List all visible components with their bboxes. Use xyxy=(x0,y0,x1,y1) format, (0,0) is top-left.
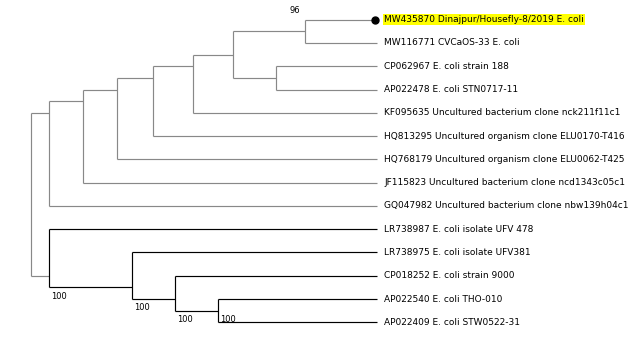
Text: HQ768179 Uncultured organism clone ELU0062-T425: HQ768179 Uncultured organism clone ELU00… xyxy=(384,155,625,164)
Text: AP022478 E. coli STN0717-11: AP022478 E. coli STN0717-11 xyxy=(384,85,518,94)
Text: 96: 96 xyxy=(290,6,301,15)
Text: 100: 100 xyxy=(134,303,149,312)
Text: LR738987 E. coli isolate UFV 478: LR738987 E. coli isolate UFV 478 xyxy=(384,225,534,234)
Text: HQ813295 Uncultured organism clone ELU0170-T416: HQ813295 Uncultured organism clone ELU01… xyxy=(384,132,625,141)
Text: LR738975 E. coli isolate UFV381: LR738975 E. coli isolate UFV381 xyxy=(384,248,531,257)
Text: 100: 100 xyxy=(220,315,236,324)
Text: AP022540 E. coli THO-010: AP022540 E. coli THO-010 xyxy=(384,294,503,303)
Text: 100: 100 xyxy=(51,292,67,301)
Text: AP022409 E. coli STW0522-31: AP022409 E. coli STW0522-31 xyxy=(384,318,520,327)
Text: GQ047982 Uncultured bacterium clone nbw139h04c1: GQ047982 Uncultured bacterium clone nbw1… xyxy=(384,201,629,210)
Text: KF095635 Uncultured bacterium clone nck211f11c1: KF095635 Uncultured bacterium clone nck2… xyxy=(384,108,621,117)
Text: 100: 100 xyxy=(177,315,193,324)
Text: MW435870 Dinajpur/Housefly-8/2019 E. coli: MW435870 Dinajpur/Housefly-8/2019 E. col… xyxy=(384,15,584,24)
Text: CP062967 E. coli strain 188: CP062967 E. coli strain 188 xyxy=(384,62,509,71)
Text: JF115823 Uncultured bacterium clone ncd1343c05c1: JF115823 Uncultured bacterium clone ncd1… xyxy=(384,178,625,187)
Text: MW116771 CVCaOS-33 E. coli: MW116771 CVCaOS-33 E. coli xyxy=(384,39,520,48)
Text: CP018252 E. coli strain 9000: CP018252 E. coli strain 9000 xyxy=(384,271,515,280)
